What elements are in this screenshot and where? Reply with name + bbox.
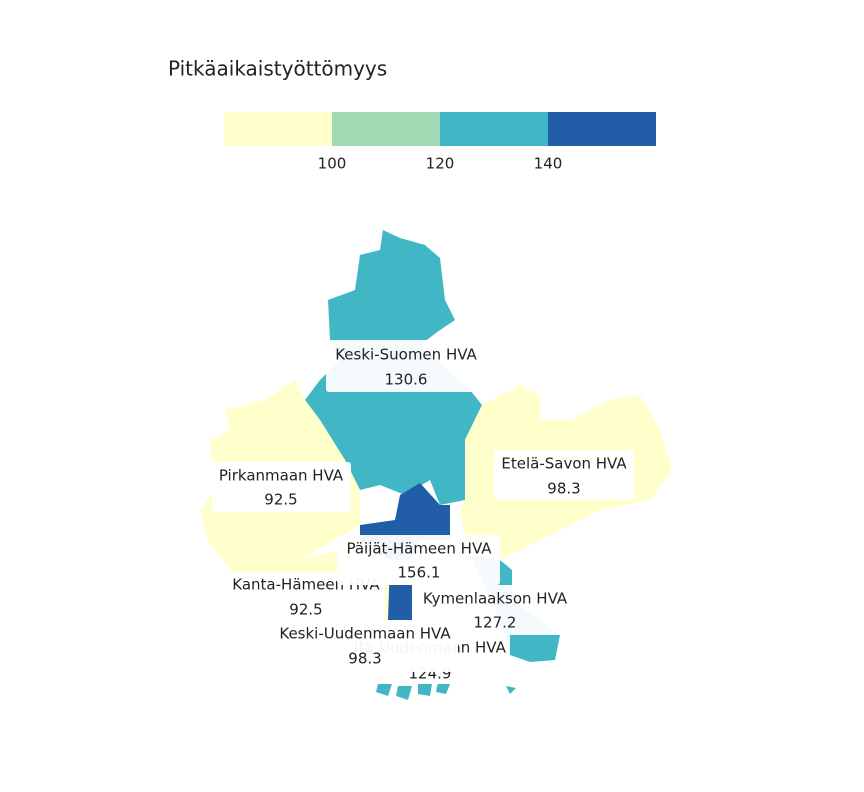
region-value: 130.6	[385, 371, 428, 389]
label-box	[326, 340, 486, 392]
legend-swatch	[440, 112, 548, 146]
region	[418, 684, 432, 696]
label-box	[494, 450, 634, 500]
region-name: Kymenlaakson HVA	[423, 590, 568, 608]
region-value: 127.2	[474, 614, 517, 632]
region-value: 92.5	[289, 601, 322, 619]
legend-tick-label: 140	[534, 155, 563, 173]
region-name: Päijät-Hämeen HVA	[346, 540, 492, 558]
region-name: Keski-Uudenmaan HVA	[279, 625, 451, 643]
region-value: 92.5	[264, 491, 297, 509]
legend-swatch	[224, 112, 332, 146]
region-name: Keski-Suomen HVA	[335, 346, 477, 364]
legend-swatch	[332, 112, 440, 146]
region	[388, 585, 412, 620]
legend-swatch	[548, 112, 656, 146]
label-box	[212, 462, 351, 512]
region-value: 98.3	[547, 480, 580, 498]
region-value: 156.1	[398, 564, 441, 582]
region	[506, 686, 516, 694]
legend-title: Pitkäaikaistyöttömyys	[168, 57, 387, 81]
legend-tick-label: 120	[426, 155, 455, 173]
label-box	[337, 535, 500, 585]
region-value: 98.3	[348, 650, 381, 668]
region	[396, 686, 412, 700]
legend-tick-label: 100	[318, 155, 347, 173]
region	[376, 684, 392, 696]
label-box	[272, 620, 458, 672]
region-name: Pirkanmaan HVA	[219, 467, 344, 485]
region	[436, 682, 450, 694]
region-name: Etelä-Savon HVA	[501, 455, 627, 473]
